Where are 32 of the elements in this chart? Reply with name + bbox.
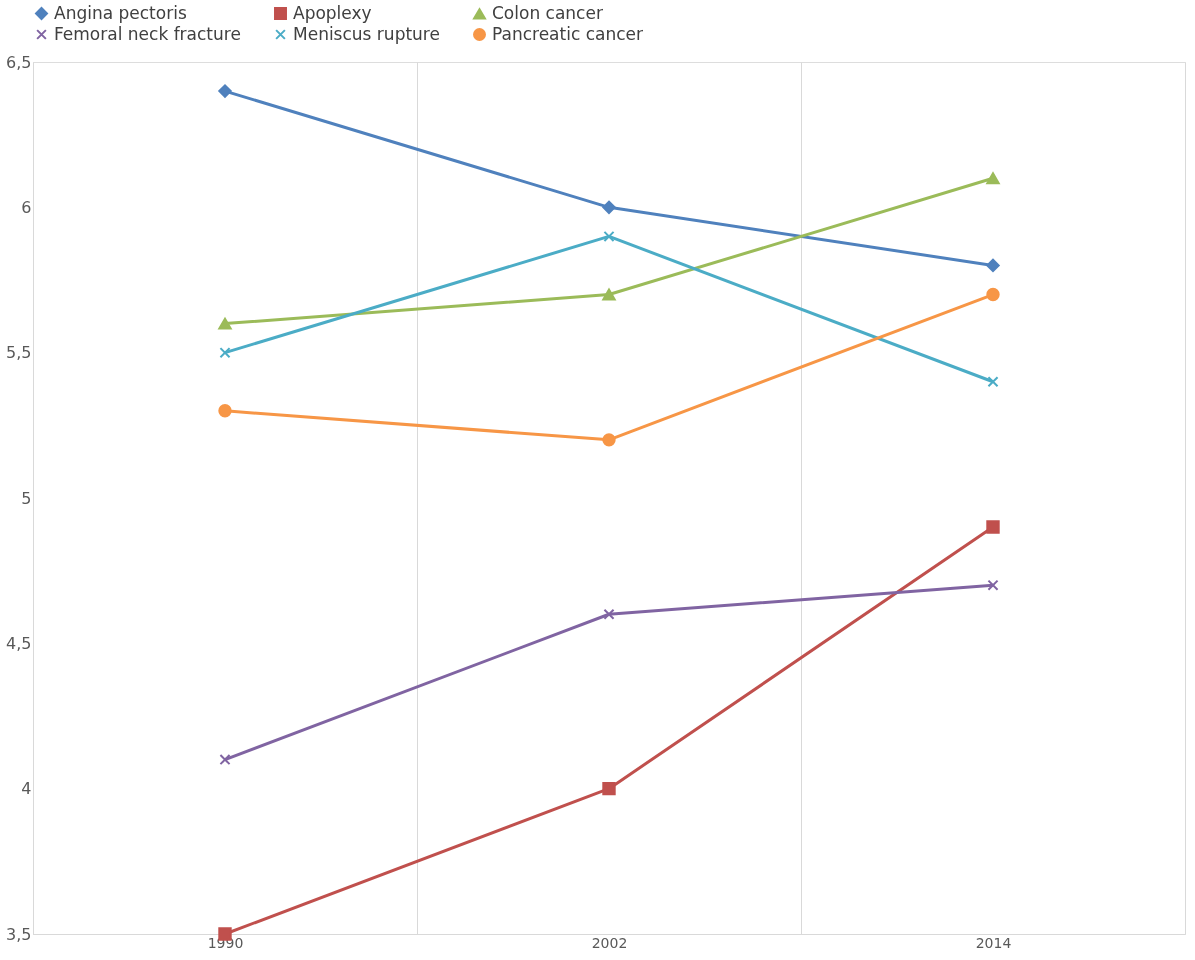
y-tick-label: 4 — [21, 779, 32, 799]
legend-label: Meniscus rupture — [293, 23, 440, 44]
y-tick-label: 5,5 — [6, 343, 32, 363]
point — [986, 172, 1000, 185]
point — [602, 781, 616, 796]
legend-label: Apoplexy — [293, 2, 372, 23]
point — [218, 84, 232, 98]
legend-label: Femoral neck fracture — [54, 23, 241, 44]
legend-label: Pancreatic cancer — [492, 23, 643, 44]
point — [219, 754, 231, 766]
point — [602, 288, 616, 301]
point — [218, 317, 232, 330]
point — [987, 376, 999, 388]
point — [603, 230, 615, 242]
point — [986, 258, 1000, 273]
point — [986, 520, 1000, 534]
legend-label: Colon cancer — [492, 2, 603, 23]
y-tick-label: 3,5 — [6, 924, 32, 944]
y-tick-label: 4,5 — [6, 633, 32, 653]
point — [602, 200, 616, 215]
point — [987, 579, 999, 591]
legend-label: Angina pectoris — [54, 2, 187, 23]
x-tick-label: 2014 — [975, 934, 1012, 951]
point — [986, 287, 1000, 302]
point — [219, 347, 231, 359]
point — [603, 608, 615, 620]
point — [218, 404, 232, 418]
y-tick-label: 6 — [21, 197, 32, 217]
x-tick-label: 2002 — [591, 934, 628, 951]
y-tick-label: 6,5 — [6, 52, 32, 72]
point — [602, 433, 616, 447]
y-tick-label: 5 — [21, 488, 32, 508]
